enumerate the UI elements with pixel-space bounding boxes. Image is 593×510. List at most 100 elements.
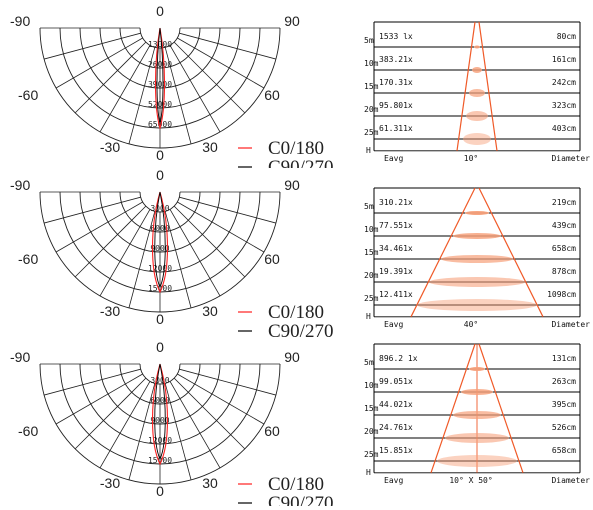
angle-label-right-mid: 60 — [264, 423, 280, 439]
angle-label-right-top: 90 — [284, 349, 300, 365]
polar-spokes — [40, 27, 280, 148]
polar-spoke — [169, 209, 221, 297]
polar-spoke — [179, 196, 277, 224]
polar-curves — [152, 191, 168, 294]
beam-cone — [410, 187, 544, 318]
polar-ring — [139, 363, 181, 385]
polar-spoke — [99, 381, 151, 469]
beam-footer: H Eavg 10° Diameter — [366, 146, 590, 163]
lux-value: 170.31x — [379, 78, 413, 87]
ring-label: 9000 — [150, 416, 169, 425]
beam-angle-label: 10° — [464, 154, 478, 163]
beam-spot — [417, 299, 537, 311]
lux-value: 383.21x — [379, 55, 413, 64]
ring-label: 3000 — [150, 204, 169, 213]
polar-spoke — [164, 47, 192, 145]
diameter-value: 131cm — [552, 354, 576, 363]
polar-curve-c90 — [154, 363, 166, 461]
polar-spoke — [177, 201, 265, 253]
ring-label: 3000 — [150, 376, 169, 385]
angle-label-right-bot: 30 — [202, 303, 218, 319]
angle-label-right-bot: 30 — [202, 139, 218, 155]
polar-angle-labels: 0 -90 90 -60 60 -30 30 0 — [10, 3, 300, 163]
beam-spot — [472, 67, 482, 73]
polar-spoke — [179, 32, 277, 60]
beam-cone-edge-left — [456, 21, 476, 151]
lux-value: 1533 lx — [379, 32, 413, 41]
lux-value: 61.311x — [379, 124, 413, 133]
beam-distance-labels: 5m 10m 15m 20m 25m — [364, 36, 379, 137]
angle-label-top: 0 — [156, 339, 164, 355]
diameter-value: 219cm — [552, 198, 576, 207]
diameter-value: 263cm — [552, 377, 576, 386]
ring-label: 65000 — [148, 120, 172, 129]
beam-cone-edge-left — [410, 187, 476, 318]
distance-label: 5m — [364, 358, 374, 367]
polar-spoke — [55, 201, 143, 253]
angle-label-right-top: 90 — [284, 13, 300, 29]
beam-spot — [453, 411, 501, 419]
beam-spot — [463, 133, 491, 145]
polar-ring-labels: 3000 6000 9000 12000 15000 — [148, 204, 172, 293]
beam-cone-edge-right — [478, 343, 524, 473]
diameter-value: 526cm — [552, 423, 576, 432]
beam-spot — [441, 255, 513, 263]
beam-spot — [445, 433, 509, 443]
angle-label-left-mid: -60 — [18, 87, 38, 103]
beam-spot — [461, 389, 493, 395]
ring-label: 15000 — [148, 284, 172, 293]
polar-spokes — [40, 191, 280, 312]
beam-lux-values: 1533 lx 383.21x 170.31x 95.801x 61.311x — [379, 32, 413, 133]
polar-spoke — [43, 368, 141, 396]
polar-spoke — [99, 209, 151, 297]
diameter-header: Diameter — [551, 154, 590, 163]
beam-spot — [474, 45, 480, 49]
angle-label-left-bot: -30 — [100, 475, 120, 491]
diameter-value: 161cm — [552, 55, 576, 64]
legend-label-c90: C90/270 — [268, 493, 333, 506]
lux-value: 19.391x — [379, 267, 413, 276]
beam-chart-svg: 5m 10m 15m 20m 25m 310.21x 77.551x 34.46… — [364, 187, 590, 329]
distance-label: 5m — [364, 36, 374, 45]
beam-cone-edge-right — [478, 187, 544, 318]
beam-distance-labels: 5m 10m 15m 20m 25m — [364, 202, 379, 303]
beam-cone — [430, 343, 524, 473]
ring-label: 39000 — [148, 80, 172, 89]
ring-label: 6000 — [150, 224, 169, 233]
lux-value: 24.761x — [379, 423, 413, 432]
h-label: H — [366, 468, 371, 477]
beam-cone — [456, 21, 498, 151]
beam-angle-label: 10° X 50° — [449, 476, 492, 485]
angle-label-left-mid: -60 — [18, 423, 38, 439]
beam-chart-svg: 5m 10m 15m 20m 25m 896.2 1x 99.051x 44.0… — [364, 343, 590, 485]
h-label: H — [366, 146, 371, 155]
beam-chart-1: 5m 10m 15m 20m 25m 1533 lx 383.21x 170.3… — [362, 20, 593, 188]
lux-value: 310.21x — [379, 198, 413, 207]
beam-lux-values: 310.21x 77.551x 34.461x 19.391x 12.411x — [379, 198, 413, 299]
diameter-header: Diameter — [551, 320, 590, 329]
distance-label: 5m — [364, 202, 374, 211]
distance-label: 20m — [364, 105, 379, 114]
angle-label-top: 0 — [156, 170, 164, 183]
beam-spot — [469, 89, 485, 97]
angle-label-bottom: 0 — [156, 147, 164, 163]
polar-chart-svg: 3000 6000 9000 12000 15000 0 -90 90 -60 … — [10, 339, 333, 506]
beam-spot — [453, 233, 501, 239]
ring-label: 12000 — [148, 436, 172, 445]
distance-label: 15m — [364, 82, 379, 91]
distance-label: 15m — [364, 404, 379, 413]
distance-label: 25m — [364, 450, 379, 459]
lux-value: 12.411x — [379, 290, 413, 299]
polar-curves — [152, 363, 168, 466]
beam-footer: H Eavg 10° X 50° Diameter — [366, 468, 590, 485]
ring-label: 52000 — [148, 100, 172, 109]
legend-label-c0: C0/180 — [268, 138, 324, 159]
beam-lux-values: 896.2 1x 99.051x 44.021x 24.761x 15.851x — [379, 354, 418, 455]
distance-label: 10m — [364, 225, 379, 234]
lux-value: 99.051x — [379, 377, 413, 386]
polar-spoke — [43, 32, 141, 60]
polar-chart-1: 13000 26000 39000 52000 65000 0 -90 90 -… — [0, 0, 355, 168]
angle-label-left-bot: -30 — [100, 303, 120, 319]
beam-footer: H Eavg 40° Diameter — [366, 312, 590, 329]
lux-value: 77.551x — [379, 221, 413, 230]
